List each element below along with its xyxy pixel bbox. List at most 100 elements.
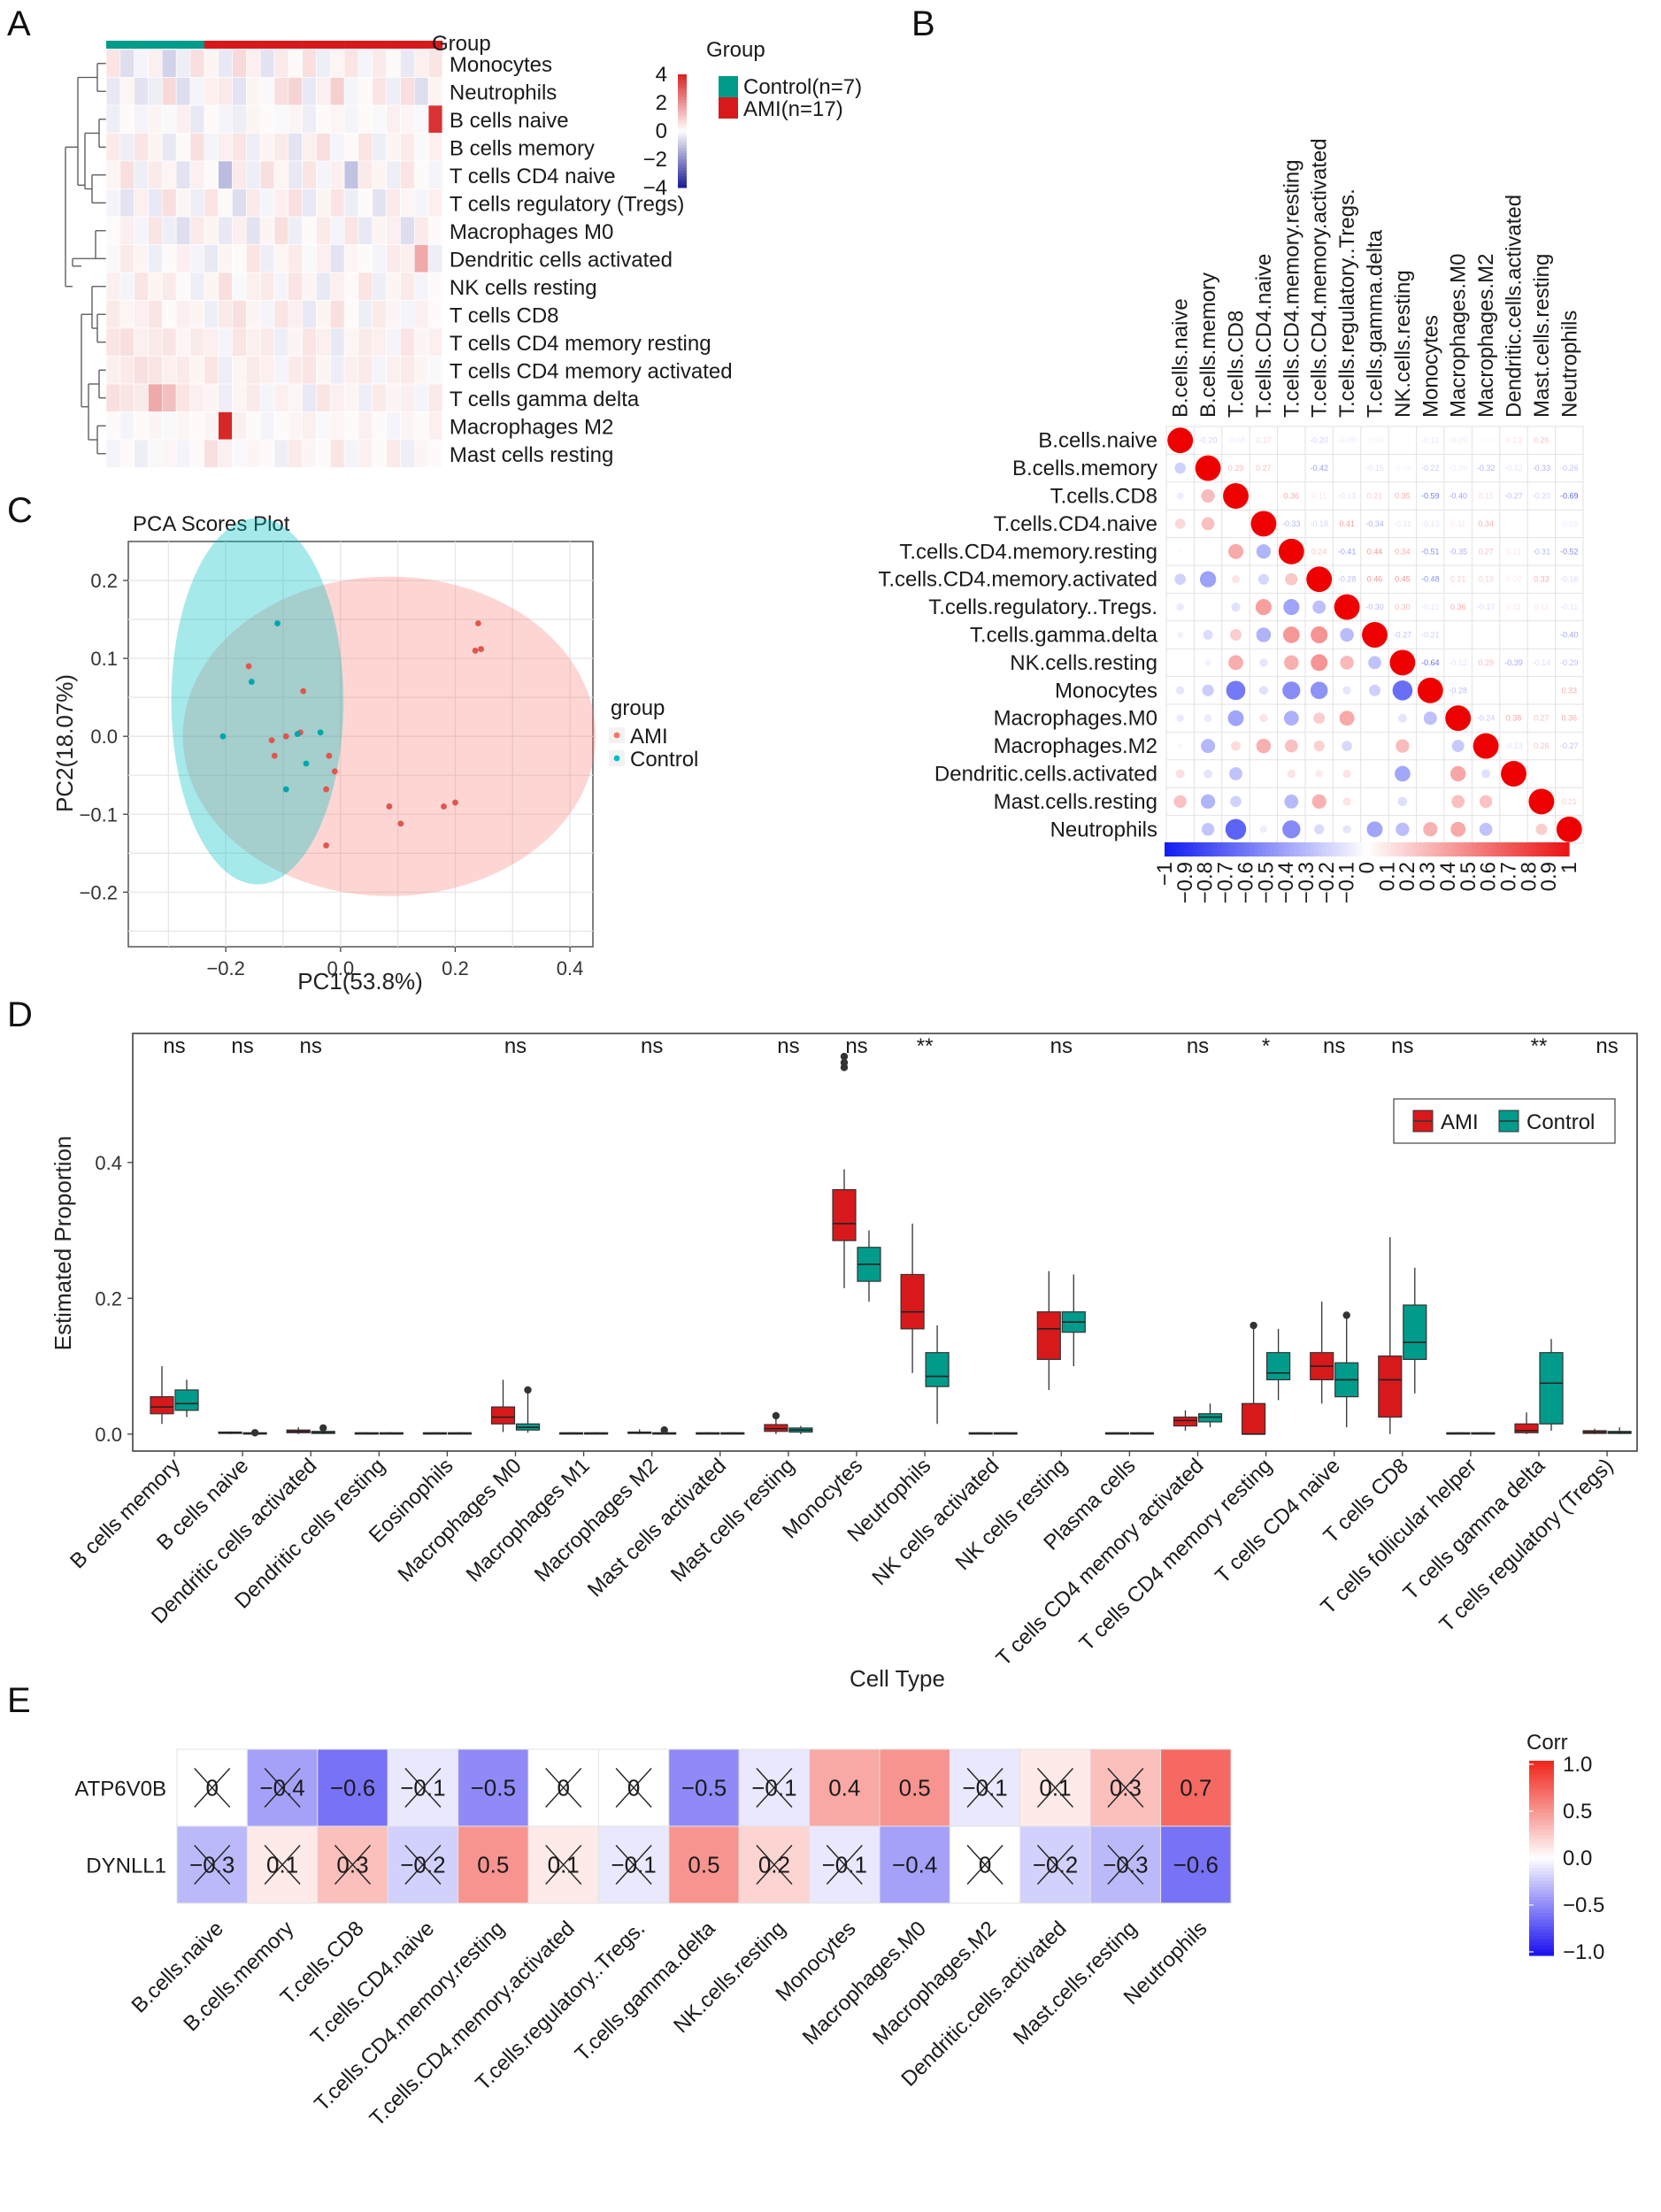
corr-legend-step [1529, 1812, 1554, 1816]
heatmap-cell [259, 160, 275, 189]
group-bar-cell [189, 41, 205, 49]
heatmap-cell [413, 272, 429, 301]
color-scale-step [678, 74, 687, 78]
corr-colorbar-step [1415, 842, 1420, 856]
heatmap-cell [162, 160, 177, 189]
heatmap-row-label: T cells regulatory (Tregs) [450, 192, 684, 216]
corr-lower-circle [1368, 656, 1381, 670]
corr-legend-step [1529, 1916, 1554, 1921]
heatmap-cell [134, 272, 149, 301]
corr-upper-value: 0.04 [1478, 436, 1494, 445]
panel-label-a: A [7, 4, 31, 43]
box-control-outlier [319, 1424, 327, 1432]
heatmap-cell [189, 383, 205, 412]
heatmap-cell [329, 411, 345, 441]
heatmap-cell [316, 49, 331, 78]
significance-label: * [1262, 1034, 1270, 1058]
significance-label: ns [1187, 1034, 1209, 1058]
corr-lower-circle [1226, 680, 1246, 701]
heatmap-cell [302, 383, 317, 412]
color-scale-step [678, 105, 687, 109]
color-scale-step [678, 96, 687, 101]
heatmap-cell [204, 411, 219, 441]
box-control-box [1265, 1352, 1291, 1381]
heatmap-cell [273, 327, 289, 357]
corr-lower-circle [1175, 769, 1185, 779]
corr-lower-circle [1282, 626, 1300, 643]
pca-point-ami [326, 752, 333, 759]
corr-colorbar-tick: 0.3 [1416, 862, 1440, 891]
non-significant-cross [615, 1845, 652, 1885]
corr-upper-value: -0.40 [1560, 631, 1579, 640]
corr-colorbar-step [1467, 842, 1473, 856]
heatmap-cell [372, 133, 387, 162]
group-bar-cell [273, 41, 289, 49]
color-scale-step [678, 150, 687, 155]
heatmap-cell [413, 133, 429, 162]
corr-colorbar-step [1516, 842, 1521, 856]
corr-column-label: T.cells.CD8 [1225, 311, 1249, 418]
corr-lower-circle [1396, 739, 1410, 753]
corr-colorbar-step [1269, 842, 1274, 856]
corr-colorbar-step [1524, 842, 1529, 856]
corr-colorbar-step [1346, 842, 1351, 856]
corr-colorbar-tick: 0 [1356, 862, 1380, 873]
box-ami-outlier [840, 1058, 849, 1067]
color-scale-step [678, 139, 687, 143]
color-scale-tick: 4 [656, 63, 667, 87]
corr-colorbar-step [1310, 842, 1315, 856]
heatmap-cell [302, 160, 317, 189]
corr-upper-value: -0.24 [1477, 714, 1496, 723]
heatmap-cell [316, 411, 331, 441]
heatmap-cell [386, 272, 401, 301]
heatmap-cell [134, 216, 149, 245]
corr-lower-circle [1176, 492, 1184, 500]
heatmap-cell [119, 244, 135, 273]
box-ami-box [1173, 1417, 1198, 1427]
corr-legend-step [1529, 1909, 1554, 1914]
corr-colorbar-step [1549, 842, 1554, 856]
color-scale-step [678, 85, 687, 89]
corr-lower-circle [1428, 799, 1433, 804]
heatmap-cell [400, 216, 415, 245]
color-scale-step [678, 80, 687, 84]
heatmap-cell [175, 272, 191, 301]
corr-legend-step [1529, 1841, 1554, 1846]
annotation-row-label: Group [432, 32, 491, 56]
heatmap-cell [427, 104, 443, 134]
corr-lower-circle [1340, 656, 1354, 670]
corr-lower-circle [1423, 711, 1437, 726]
corr-lower-circle [1395, 765, 1411, 782]
corr-colorbar-step [1407, 842, 1412, 856]
corr-upper-value: 0.35 [1395, 492, 1411, 501]
pca-y-label: PC2(18.07%) [51, 674, 78, 812]
gene-corr-cell [879, 1825, 950, 1904]
heatmap-cell [372, 188, 387, 218]
boxplot-x-label: Cell Type [850, 1665, 945, 1692]
heatmap-cell [302, 188, 317, 218]
heatmap-cell [358, 104, 373, 134]
gene-corr-cell [668, 1825, 740, 1904]
group-bar-cell [302, 41, 317, 49]
heatmap-cell [358, 133, 373, 162]
corr-lower-circle [1231, 575, 1241, 584]
corr-column-label: T.cells.regulatory..Tregs. [1335, 188, 1359, 418]
corr-upper-value: 0.34 [1478, 519, 1494, 528]
group-bar-cell [400, 41, 415, 49]
corr-colorbar-step [1225, 842, 1230, 856]
corr-colorbar-step [1541, 842, 1546, 856]
heatmap-cell [259, 383, 275, 412]
corr-colorbar-step [1184, 842, 1190, 856]
group-bar-cell [288, 41, 303, 49]
heatmap-cell [218, 439, 233, 468]
heatmap-cell [329, 272, 345, 301]
pca-y-tick: 0.2 [90, 570, 118, 592]
heatmap-cell [259, 327, 275, 357]
corr-colorbar-step [1253, 842, 1258, 856]
corr-upper-value: -0.09 [1449, 436, 1467, 445]
pca-x-tick: 0.4 [557, 957, 584, 979]
corr-lower-circle [1313, 740, 1325, 752]
corr-colorbar-step [1261, 842, 1266, 856]
significance-label: ns [777, 1034, 799, 1058]
